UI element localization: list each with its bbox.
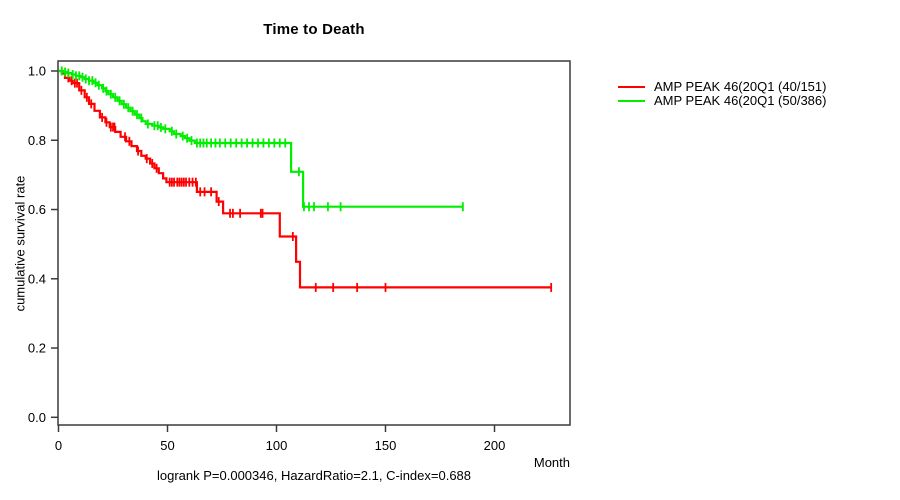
legend-item-green: AMP PEAK 46(20Q1 (50/386) bbox=[618, 93, 827, 108]
y-tick-label: 0.2 bbox=[28, 341, 46, 356]
y-tick-label: 0.6 bbox=[28, 202, 46, 217]
stats-annotation: logrank P=0.000346, HazardRatio=2.1, C-i… bbox=[156, 468, 472, 483]
x-tick-label: 0 bbox=[55, 438, 62, 453]
y-tick-label: 0.4 bbox=[28, 271, 46, 286]
plot-box bbox=[57, 60, 571, 426]
y-tick-label: 0.0 bbox=[28, 410, 46, 425]
km-curve-red bbox=[58, 69, 552, 289]
y-tick-label: 0.8 bbox=[28, 133, 46, 148]
legend-item-red: AMP PEAK 46(20Q1 (40/151) bbox=[618, 79, 827, 94]
x-tick-label: 50 bbox=[160, 438, 174, 453]
legend-label: AMP PEAK 46(20Q1 (50/386) bbox=[654, 93, 827, 108]
chart-title: Time to Death bbox=[263, 21, 365, 38]
x-axis-label: Month bbox=[533, 455, 570, 470]
legend-label: AMP PEAK 46(20Q1 (40/151) bbox=[654, 79, 827, 94]
x-tick-label: 200 bbox=[484, 438, 506, 453]
km-curve-green bbox=[58, 69, 463, 208]
y-tick-label: 1.0 bbox=[28, 64, 46, 79]
legend: AMP PEAK 46(20Q1 (40/151) AMP PEAK 46(20… bbox=[618, 79, 827, 108]
legend-line-sample bbox=[618, 85, 645, 88]
x-tick-label: 100 bbox=[266, 438, 288, 453]
x-tick-label: 150 bbox=[375, 438, 397, 453]
legend-line-sample bbox=[618, 99, 645, 102]
